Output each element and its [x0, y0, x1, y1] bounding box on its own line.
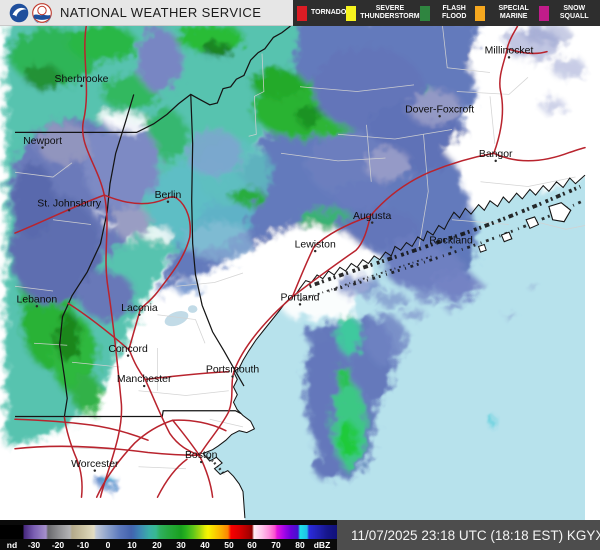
city-marker	[199, 460, 203, 464]
nws-logo-icon[interactable]	[32, 2, 52, 23]
radar-map-canvas[interactable]: Sherbrooke Newport St. Johnsbury Berlin Mill…	[0, 26, 600, 520]
radar-precipitation-layer	[5, 26, 585, 489]
colorbar-tick: -20	[51, 540, 65, 550]
warning-swatch	[346, 5, 357, 21]
city-marker	[507, 56, 511, 59]
city-marker	[67, 209, 71, 212]
city-label: Boston	[185, 450, 218, 461]
warning-legend-item: TORNADO	[297, 5, 347, 21]
city-marker	[231, 375, 234, 378]
colorbar-tick: 60	[247, 540, 257, 550]
agency-title: NATIONAL WEATHER SERVICE	[60, 5, 262, 20]
warning-swatch	[419, 5, 430, 21]
city-label: Sherbrooke	[55, 74, 109, 85]
city-marker	[41, 146, 44, 149]
city-label: Lewiston	[295, 239, 336, 250]
colorbar-tick: dBZ	[313, 540, 331, 550]
city-label: Dover-Foxcroft	[405, 104, 474, 115]
warning-swatch	[538, 5, 549, 21]
warning-legend-item: SNOW SQUALL	[538, 4, 596, 21]
city-label: Newport	[23, 136, 62, 147]
header-bar: NATIONAL WEATHER SERVICE TORNADO SEVERE T…	[0, 0, 600, 26]
city-marker	[93, 469, 97, 472]
warning-legend-item: SPECIAL MARINE	[474, 4, 539, 21]
city-label: Rockland	[429, 236, 473, 247]
state-borders	[14, 26, 291, 418]
radar-map[interactable]: Sherbrooke Newport St. Johnsbury Berlin Mill…	[0, 26, 600, 520]
city-label: Portland	[281, 293, 320, 304]
reflectivity-colorbar: nd -30 -20 -10 0 10 20 30 40 50 60 70 80 dBZ	[0, 520, 337, 550]
city-marker	[370, 221, 374, 224]
footer-bar: nd -30 -20 -10 0 10 20 30 40 50 60 70 80 dBZ 11/07/20…	[0, 520, 600, 550]
warning-label: SEVERE THUNDERSTORM	[360, 4, 420, 20]
city-marker	[126, 354, 130, 357]
colorbar-tick: 20	[152, 540, 162, 550]
colorbar-tick: -30	[27, 540, 41, 550]
warning-swatch	[474, 5, 485, 21]
warning-label: SPECIAL MARINE	[498, 4, 529, 20]
coastline	[202, 174, 586, 519]
colorbar-tick: 40	[200, 540, 210, 550]
colorbar-tick: 0	[105, 540, 111, 550]
colorbar-tick: nd	[6, 540, 18, 550]
city-marker	[449, 246, 453, 249]
city-marker	[438, 115, 441, 118]
warning-label: TORNADO	[311, 8, 347, 16]
city-marker	[313, 249, 317, 253]
timestamp: 11/07/2025 23:18 UTC (18:18 EST) KGYX	[337, 520, 600, 550]
highways	[14, 26, 586, 498]
colorbar-tick: 70	[271, 540, 281, 550]
city-marker	[166, 200, 170, 203]
city-marker	[298, 303, 302, 306]
city-marker	[35, 305, 39, 308]
city-marker	[138, 313, 141, 317]
city-label: Berlin	[155, 190, 182, 201]
city-label: Millinocket	[485, 46, 534, 57]
city-label: Laconia	[121, 303, 158, 314]
warning-legend-item: FLASH FLOOD	[419, 4, 475, 21]
lake-winnipesaukee	[164, 305, 198, 327]
city-marker	[80, 84, 83, 88]
colorbar-tick: 30	[176, 540, 186, 550]
colorbar-tick: 50	[224, 540, 234, 550]
city-label: Worcester	[71, 459, 119, 470]
colorbar-tick: -10	[76, 540, 90, 550]
noaa-logo-icon[interactable]	[9, 3, 29, 23]
city-label: Lebanon	[17, 294, 58, 305]
colorbar-ticks: nd -30 -20 -10 0 10 20 30 40 50 60 70 80 dBZ	[0, 539, 337, 550]
colorbar-tick: 80	[295, 540, 305, 550]
city-marker	[142, 384, 146, 388]
warning-legend-item: SEVERE THUNDERSTORM	[346, 4, 420, 21]
nws-banner: NATIONAL WEATHER SERVICE	[0, 0, 293, 26]
city-label: Augusta	[353, 211, 391, 222]
warning-label: FLASH FLOOD	[441, 4, 467, 20]
colorbar-tick: 10	[127, 540, 137, 550]
warning-swatch	[297, 5, 307, 21]
city-label: St. Johnsbury	[37, 199, 102, 210]
colorbar-gradient	[0, 525, 337, 539]
city-label: Portsmouth	[206, 365, 260, 376]
city-marker	[494, 159, 497, 163]
city-labels: Sherbrooke Newport St. Johnsbury Berlin Mill…	[17, 46, 534, 472]
warning-label: SNOW SQUALL	[559, 4, 589, 20]
county-lines	[14, 26, 586, 470]
city-label: Bangor	[479, 149, 513, 160]
city-label: Manchester	[117, 374, 172, 385]
city-label: Concord	[108, 344, 148, 355]
warning-legend: TORNADO SEVERE THUNDERSTORM FLASH FLOOD SPE…	[293, 0, 600, 26]
